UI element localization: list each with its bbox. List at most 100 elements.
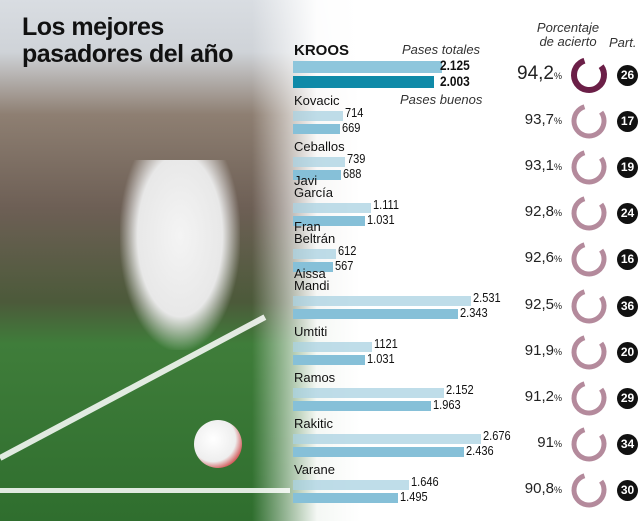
bar-total — [293, 157, 345, 168]
bar-total — [293, 387, 445, 398]
header-total: Pases totales — [402, 42, 481, 57]
percent-sign: % — [553, 300, 562, 311]
label-good: 688 — [343, 166, 362, 182]
label-good: 669 — [342, 120, 361, 136]
percent-sign: % — [553, 484, 562, 495]
player-name: Ramos — [294, 369, 336, 385]
percent-sign: % — [553, 346, 562, 357]
bar-total — [293, 61, 443, 73]
label-total: 2.676 — [483, 427, 511, 443]
header-accuracy: Porcentaje de acierto — [536, 20, 600, 49]
accuracy-arc — [571, 241, 607, 277]
label-total: 2.152 — [446, 381, 474, 397]
matches-badge: 24 — [617, 203, 638, 225]
player-name: Fran Beltrán — [294, 219, 336, 247]
bar-good — [293, 216, 366, 227]
accuracy-arc — [571, 426, 607, 462]
percent-sign: % — [553, 208, 562, 219]
accuracy-value: 91,2 — [524, 387, 554, 405]
accuracy-label: 91,2% — [492, 388, 562, 405]
accuracy-arc — [571, 103, 607, 139]
accuracy-value: 93,1 — [524, 157, 554, 175]
accuracy-value: 92,6 — [524, 249, 554, 267]
accuracy-value: 91,9 — [524, 341, 554, 359]
accuracy-value: 93,7 — [524, 111, 554, 129]
bar-good — [293, 262, 333, 273]
accuracy-ring — [571, 426, 607, 462]
player-name: Aissa Mandi — [294, 265, 330, 293]
player-name: KROOS — [294, 42, 350, 59]
label-total: 714 — [345, 105, 364, 121]
percent-sign: % — [553, 116, 562, 127]
accuracy-arc — [571, 149, 607, 185]
label-total: 1.111 — [373, 197, 400, 213]
bar-total — [293, 433, 482, 444]
accuracy-value: 92,8 — [524, 203, 554, 221]
accuracy-value: 92,5 — [524, 295, 554, 313]
accuracy-ring — [571, 380, 607, 416]
player-name: Javi García — [294, 173, 334, 201]
player-name: Umtiti — [294, 323, 328, 339]
label-good: 1.963 — [432, 396, 461, 412]
percent-sign: % — [553, 254, 562, 265]
header-good: Pases buenos — [400, 92, 483, 107]
accuracy-label: 92,5% — [492, 296, 562, 313]
accuracy-arc — [571, 380, 607, 416]
accuracy-ring — [571, 472, 607, 508]
bar-good — [293, 492, 399, 503]
bar-good — [293, 446, 465, 457]
accuracy-ring — [571, 195, 607, 231]
accuracy-label: 94,2% — [492, 63, 562, 85]
matches-badge: 19 — [617, 157, 638, 179]
label-good: 2.343 — [459, 304, 488, 320]
label-total: 2.531 — [472, 289, 501, 305]
accuracy-ring — [571, 288, 607, 323]
percent-sign: % — [553, 438, 562, 449]
percent-sign: % — [553, 392, 562, 403]
accuracy-arc — [571, 57, 607, 93]
accuracy-arc — [571, 334, 607, 370]
header-matches: Part. — [609, 35, 637, 50]
label-total: 612 — [338, 243, 357, 259]
percent-sign: % — [553, 71, 562, 81]
matches-badge: 17 — [617, 111, 638, 133]
player-name: Varane — [294, 461, 335, 477]
bar-good — [293, 124, 341, 135]
accuracy-label: 93,7% — [492, 111, 562, 128]
bar-good — [293, 308, 458, 319]
player-name: Kovacic — [294, 93, 340, 109]
accuracy-label: 90,8% — [492, 480, 562, 497]
matches-badge: 20 — [617, 341, 638, 363]
label-total: 739 — [346, 151, 366, 167]
accuracy-arc — [571, 288, 607, 323]
label-good: 2.436 — [466, 442, 494, 458]
accuracy-label: 91,9% — [492, 342, 562, 359]
label-good: 567 — [334, 258, 354, 274]
bar-good — [293, 76, 434, 88]
label-good: 1.495 — [400, 488, 428, 504]
accuracy-label: 91% — [492, 434, 562, 451]
player-name: Rakitic — [294, 415, 334, 431]
matches-badge: 16 — [617, 249, 638, 271]
player-name: Ceballos — [294, 139, 345, 155]
label-good: 2.003 — [440, 73, 470, 89]
label-total: 2.125 — [440, 57, 470, 73]
bar-good — [293, 400, 431, 411]
accuracy-ring — [571, 103, 607, 139]
matches-badge: 29 — [617, 387, 638, 409]
ball — [194, 420, 242, 468]
chart-title: Los mejores pasadores del año — [22, 13, 234, 68]
label-total: 1121 — [373, 335, 398, 351]
accuracy-arc — [571, 472, 607, 508]
accuracy-label: 93,1% — [492, 157, 562, 174]
accuracy-ring — [571, 334, 607, 370]
accuracy-value: 94,2 — [517, 63, 554, 84]
label-good: 1.031 — [367, 212, 396, 228]
accuracy-label: 92,6% — [492, 249, 562, 266]
bar-good — [293, 354, 366, 365]
bar-total — [293, 111, 344, 122]
accuracy-arc — [571, 195, 607, 231]
matches-badge: 26 — [617, 65, 638, 86]
player-photo — [120, 160, 240, 350]
accuracy-ring — [571, 241, 607, 277]
